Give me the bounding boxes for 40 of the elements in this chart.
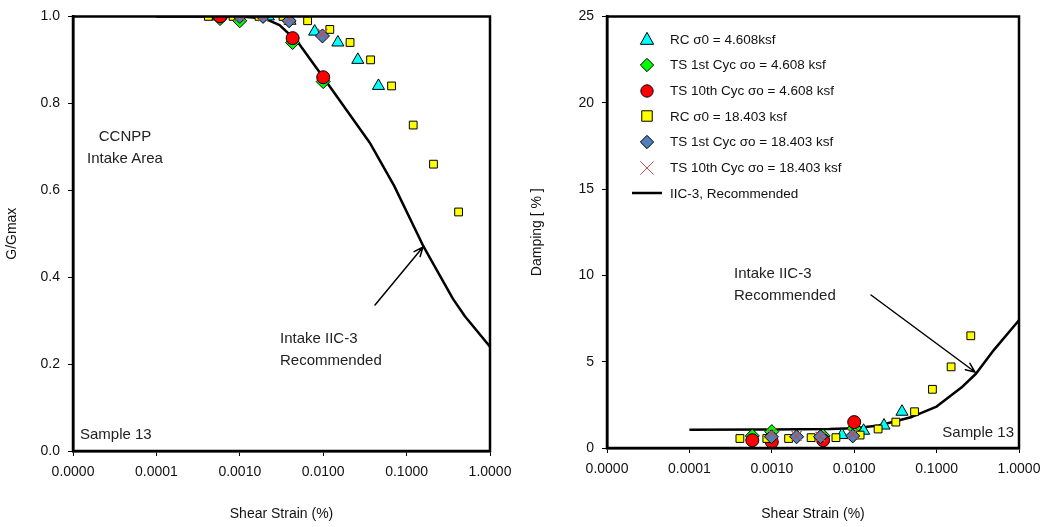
x-tick-label: 0.0001 bbox=[134, 463, 179, 480]
x-tick-label: 0.0100 bbox=[301, 463, 345, 480]
x-tick-label: 1.0000 bbox=[468, 463, 512, 480]
x-tick-label: 0.0000 bbox=[51, 463, 95, 480]
x-axis-title: Shear Strain (%) bbox=[761, 505, 865, 522]
legend-label: TS 10th Cyc σo = 4.608 ksf bbox=[670, 83, 835, 99]
x-tick-label: 1.0000 bbox=[997, 460, 1041, 477]
y-axis-title: Damping [ % ] bbox=[528, 188, 545, 277]
x-tick-label: 0.1000 bbox=[385, 463, 429, 480]
annotation: Intake IIC-3 Recommended bbox=[280, 328, 382, 370]
y-tick-label: 20 bbox=[578, 93, 595, 110]
x-tick-label: 0.0010 bbox=[218, 463, 262, 480]
x-tick-label: 0.0100 bbox=[832, 460, 876, 477]
legend-label: TS 1st Cyc σo = 4.608 ksf bbox=[670, 57, 826, 73]
y-tick-label: 1.0 bbox=[40, 7, 61, 24]
y-tick-label: 15 bbox=[578, 179, 595, 196]
x-axis-title: Shear Strain (%) bbox=[229, 505, 334, 522]
legend-label: RC σ0 = 18.403 ksf bbox=[670, 108, 787, 124]
y-axis-title: G/Gmax bbox=[3, 207, 20, 260]
y-tick-label: 0.0 bbox=[40, 441, 61, 458]
legend-label: TS 10th Cyc σo = 18.403 ksf bbox=[670, 160, 842, 176]
x-tick-label: 0.0001 bbox=[667, 460, 712, 477]
legend-label: RC σ0 = 4.608ksf bbox=[670, 31, 776, 47]
y-tick-label: 5 bbox=[586, 352, 595, 369]
x-tick-label: 0.0000 bbox=[585, 460, 629, 477]
y-tick-label: 0.4 bbox=[40, 268, 61, 285]
y-tick-label: 0.8 bbox=[40, 94, 61, 111]
annotation: Intake IIC-3 Recommended bbox=[734, 263, 836, 305]
legend-label: IIC-3, Recommended bbox=[670, 185, 799, 201]
x-tick-label: 0.1000 bbox=[915, 460, 959, 477]
y-tick-label: 0.2 bbox=[40, 354, 61, 371]
y-tick-label: 0 bbox=[586, 438, 595, 455]
y-tick-label: 0.6 bbox=[40, 181, 61, 198]
annotation: Sample 13 bbox=[80, 424, 152, 444]
annotation: Sample 13 bbox=[942, 422, 1014, 442]
annotation: CCNPP Intake Area bbox=[86, 126, 164, 168]
y-tick-label: 25 bbox=[578, 7, 595, 24]
y-tick-label: 10 bbox=[578, 266, 595, 283]
legend-label: TS 1st Cyc σo = 18.403 ksf bbox=[670, 134, 834, 150]
x-tick-label: 0.0010 bbox=[750, 460, 794, 477]
